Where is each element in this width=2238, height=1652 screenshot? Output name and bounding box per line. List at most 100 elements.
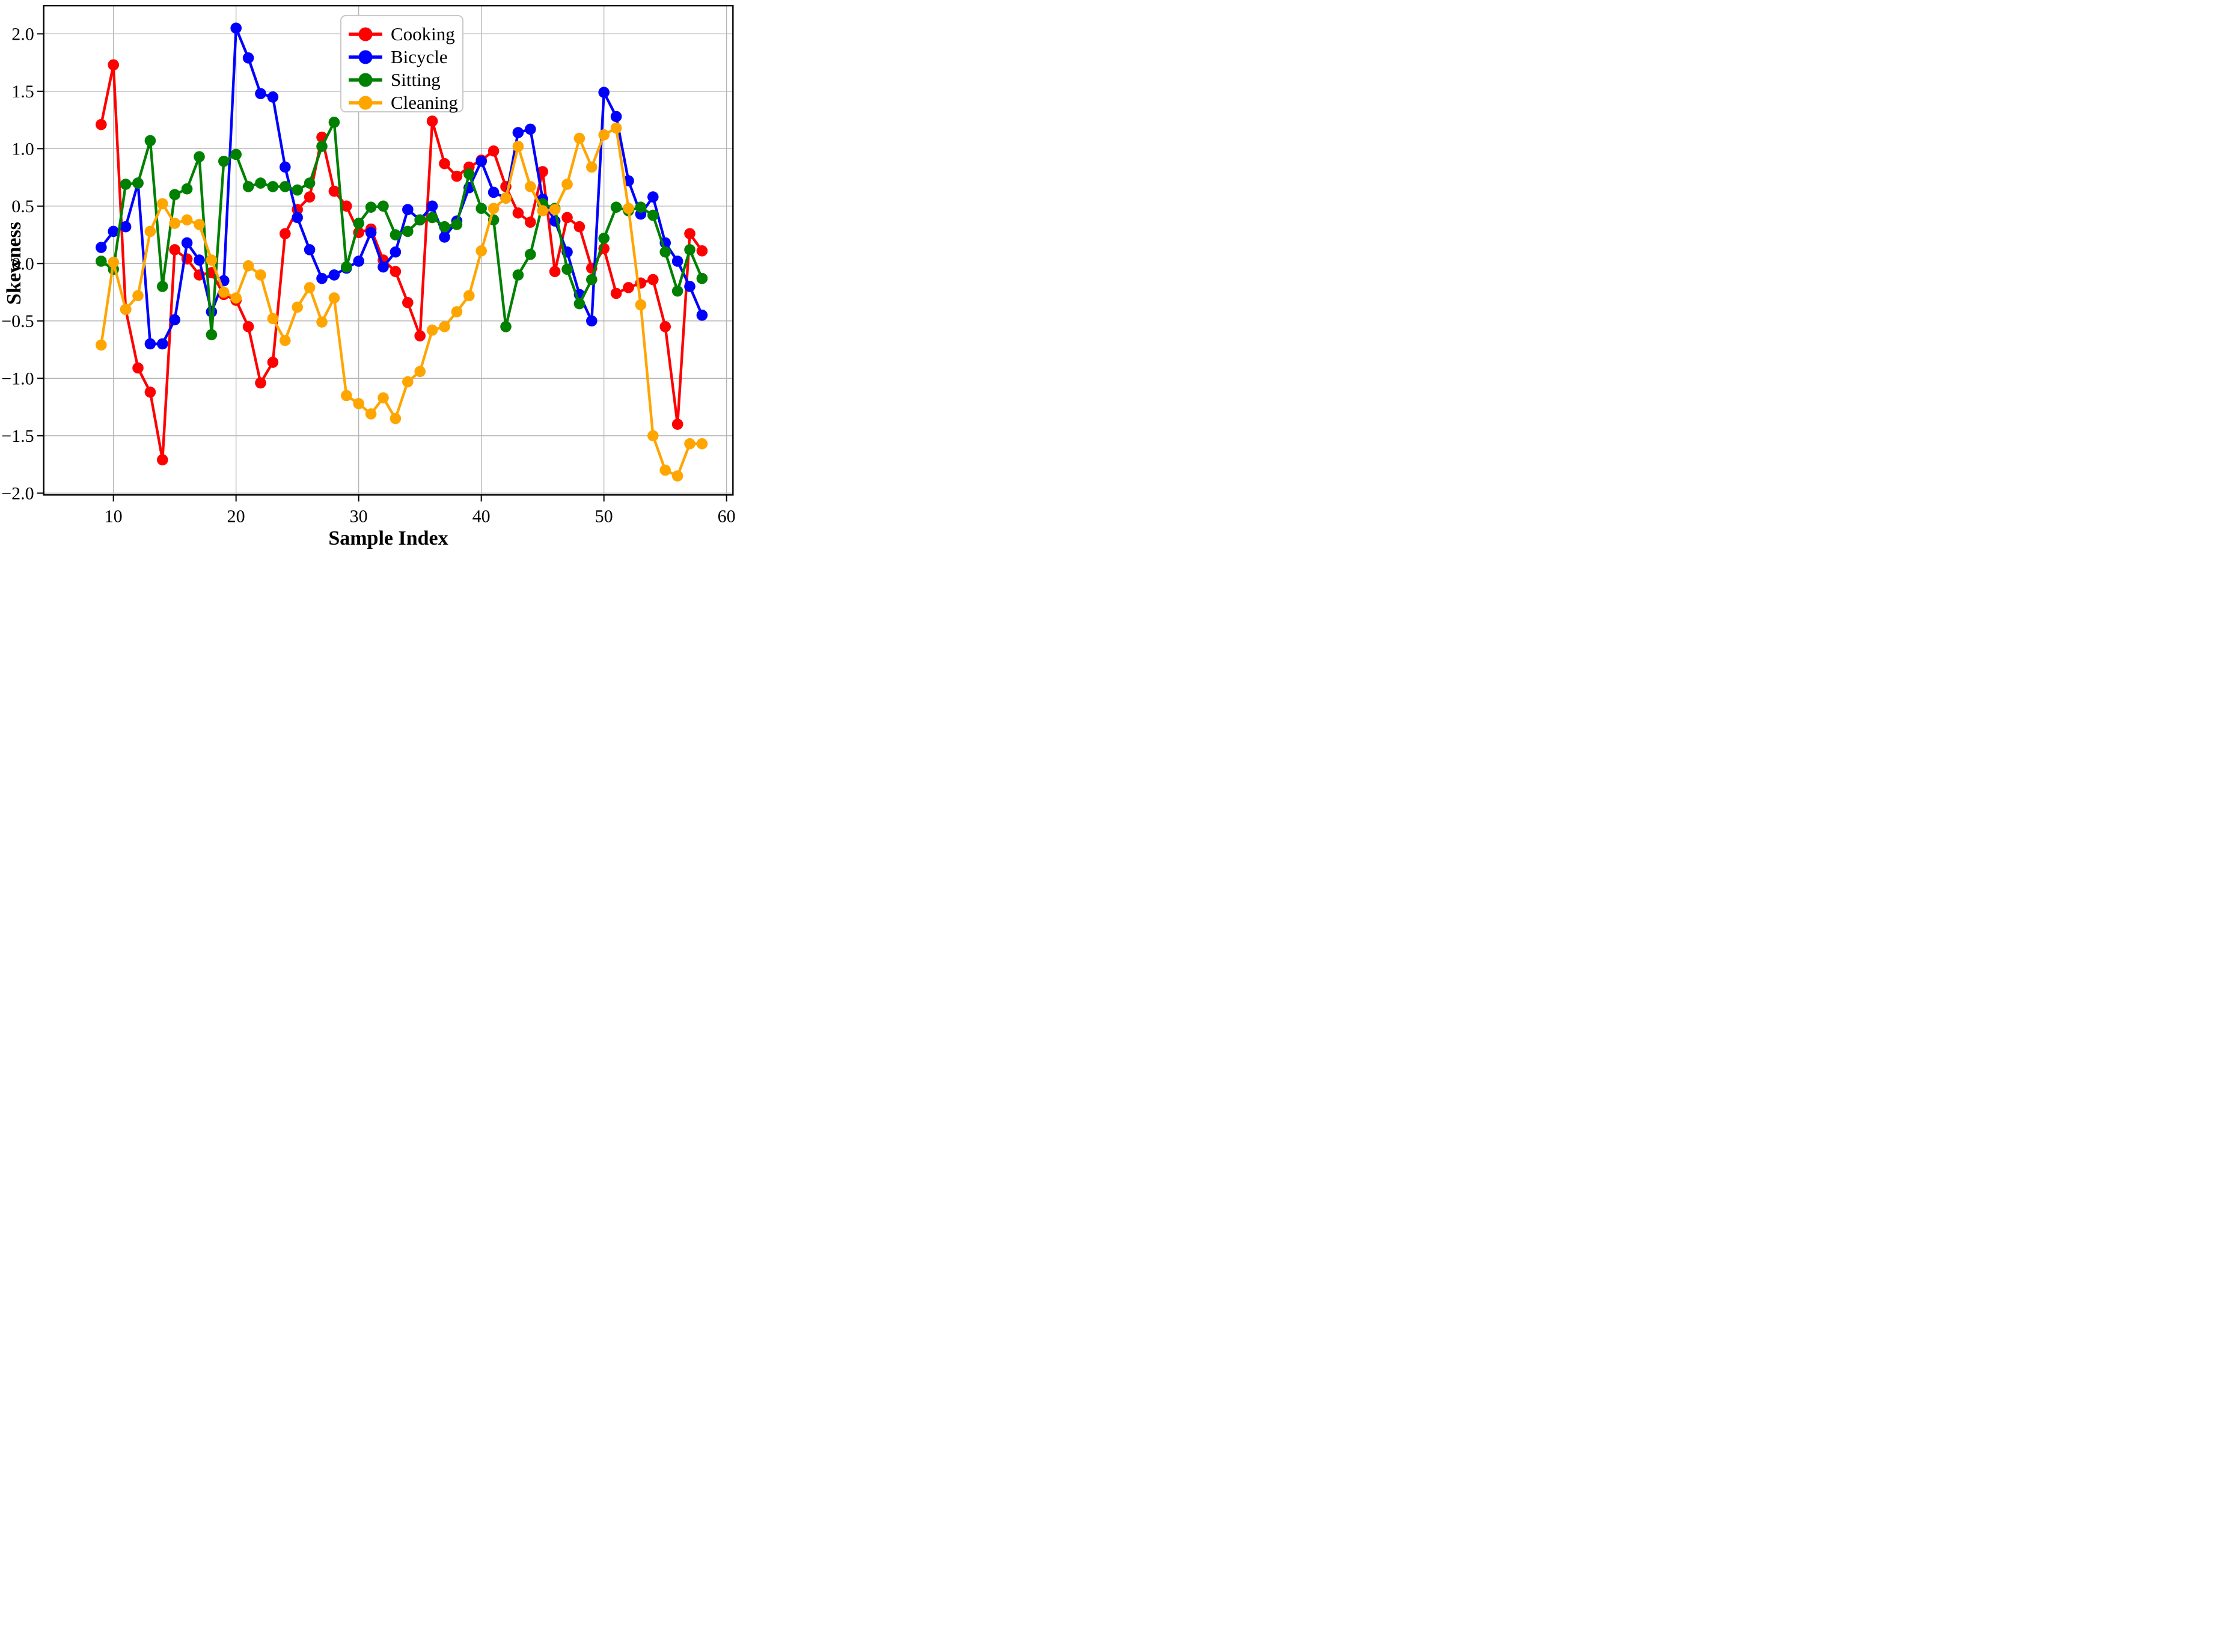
data-point: [426, 324, 438, 336]
data-point: [304, 177, 316, 189]
data-point: [328, 292, 340, 304]
legend-marker-dot: [358, 73, 373, 87]
data-point: [610, 201, 622, 213]
data-point: [598, 233, 610, 244]
data-point: [132, 290, 144, 302]
series-line: [100, 121, 704, 336]
data-point: [463, 290, 475, 302]
data-point: [316, 141, 328, 152]
data-point: [96, 118, 107, 130]
data-point: [292, 301, 304, 313]
data-point: [549, 266, 561, 278]
data-point: [390, 229, 402, 240]
data-point: [316, 316, 328, 328]
data-point: [586, 315, 598, 327]
data-point: [488, 145, 500, 157]
x-tick-label: 60: [718, 506, 736, 526]
data-point: [144, 338, 156, 350]
data-point: [194, 151, 205, 162]
y-tick-label: −2.0: [1, 483, 34, 503]
data-point: [378, 392, 389, 404]
x-tick-label: 50: [595, 506, 613, 526]
data-point: [144, 225, 156, 237]
data-point: [280, 181, 291, 192]
data-point: [132, 177, 144, 189]
data-point: [598, 87, 610, 98]
data-point: [635, 299, 647, 311]
data-point: [402, 225, 414, 237]
data-point: [475, 203, 487, 215]
data-point: [390, 246, 402, 258]
data-point: [144, 135, 156, 147]
data-point: [671, 255, 683, 267]
data-series: [96, 22, 708, 482]
data-point: [353, 255, 364, 267]
data-point: [610, 122, 622, 134]
data-point: [365, 201, 377, 213]
data-point: [242, 260, 254, 272]
data-point: [144, 387, 156, 398]
data-point: [194, 254, 205, 266]
data-point: [328, 117, 340, 128]
data-point: [255, 177, 266, 189]
data-point: [353, 398, 364, 409]
legend-label: Sitting: [391, 69, 441, 90]
data-point: [696, 310, 708, 321]
data-point: [328, 185, 340, 197]
data-point: [610, 111, 622, 123]
data-point: [426, 212, 438, 224]
data-point: [181, 183, 193, 195]
data-point: [684, 281, 696, 292]
y-tick-label: −0.5: [1, 311, 34, 331]
data-point: [292, 212, 304, 224]
y-tick-label: 2.0: [11, 24, 34, 44]
data-point: [378, 200, 389, 212]
data-point: [573, 132, 585, 144]
data-point: [647, 191, 659, 203]
data-point: [96, 255, 107, 267]
data-point: [341, 390, 352, 402]
data-point: [365, 227, 377, 239]
data-point: [561, 179, 573, 190]
legend-entry-sitting: Sitting: [349, 69, 441, 90]
data-point: [230, 148, 242, 161]
x-tick-label: 20: [227, 506, 245, 526]
y-tick-label: 1.5: [11, 82, 34, 102]
data-point: [439, 158, 450, 170]
data-point: [684, 244, 696, 255]
data-point: [696, 245, 708, 257]
axis-ticks: 10 20 30 40 50 60 2.0 1.5 1.0 0.5 0.0 −0.5 −1.0 −1.5 −…: [1, 24, 735, 526]
series-cleaning: [96, 122, 708, 482]
legend-marker-dot: [358, 27, 373, 41]
data-point: [230, 292, 242, 304]
data-point: [451, 219, 463, 230]
data-point: [537, 166, 548, 177]
data-point: [525, 123, 536, 135]
data-point: [96, 339, 107, 351]
data-point: [659, 321, 671, 332]
data-point: [414, 366, 426, 378]
x-tick-label: 30: [350, 506, 368, 526]
data-point: [341, 200, 352, 212]
data-point: [242, 181, 254, 192]
data-point: [267, 91, 279, 103]
data-point: [108, 225, 119, 237]
data-point: [157, 338, 168, 350]
legend-marker-dot: [358, 50, 373, 64]
data-point: [659, 464, 671, 476]
legend-entry-cleaning: Cleaning: [349, 92, 458, 113]
data-point: [684, 228, 696, 240]
data-point: [96, 242, 107, 253]
series-line: [100, 126, 704, 477]
legend-marker-dot: [358, 96, 373, 110]
data-point: [328, 269, 340, 281]
data-point: [696, 272, 708, 284]
data-point: [304, 282, 316, 293]
data-point: [671, 470, 683, 482]
y-tick-label: 0.0: [11, 254, 34, 274]
data-point: [610, 287, 622, 299]
data-point: [353, 218, 364, 229]
y-axis-label: Skewness: [3, 222, 25, 305]
data-point: [561, 263, 573, 275]
data-point: [512, 141, 524, 152]
